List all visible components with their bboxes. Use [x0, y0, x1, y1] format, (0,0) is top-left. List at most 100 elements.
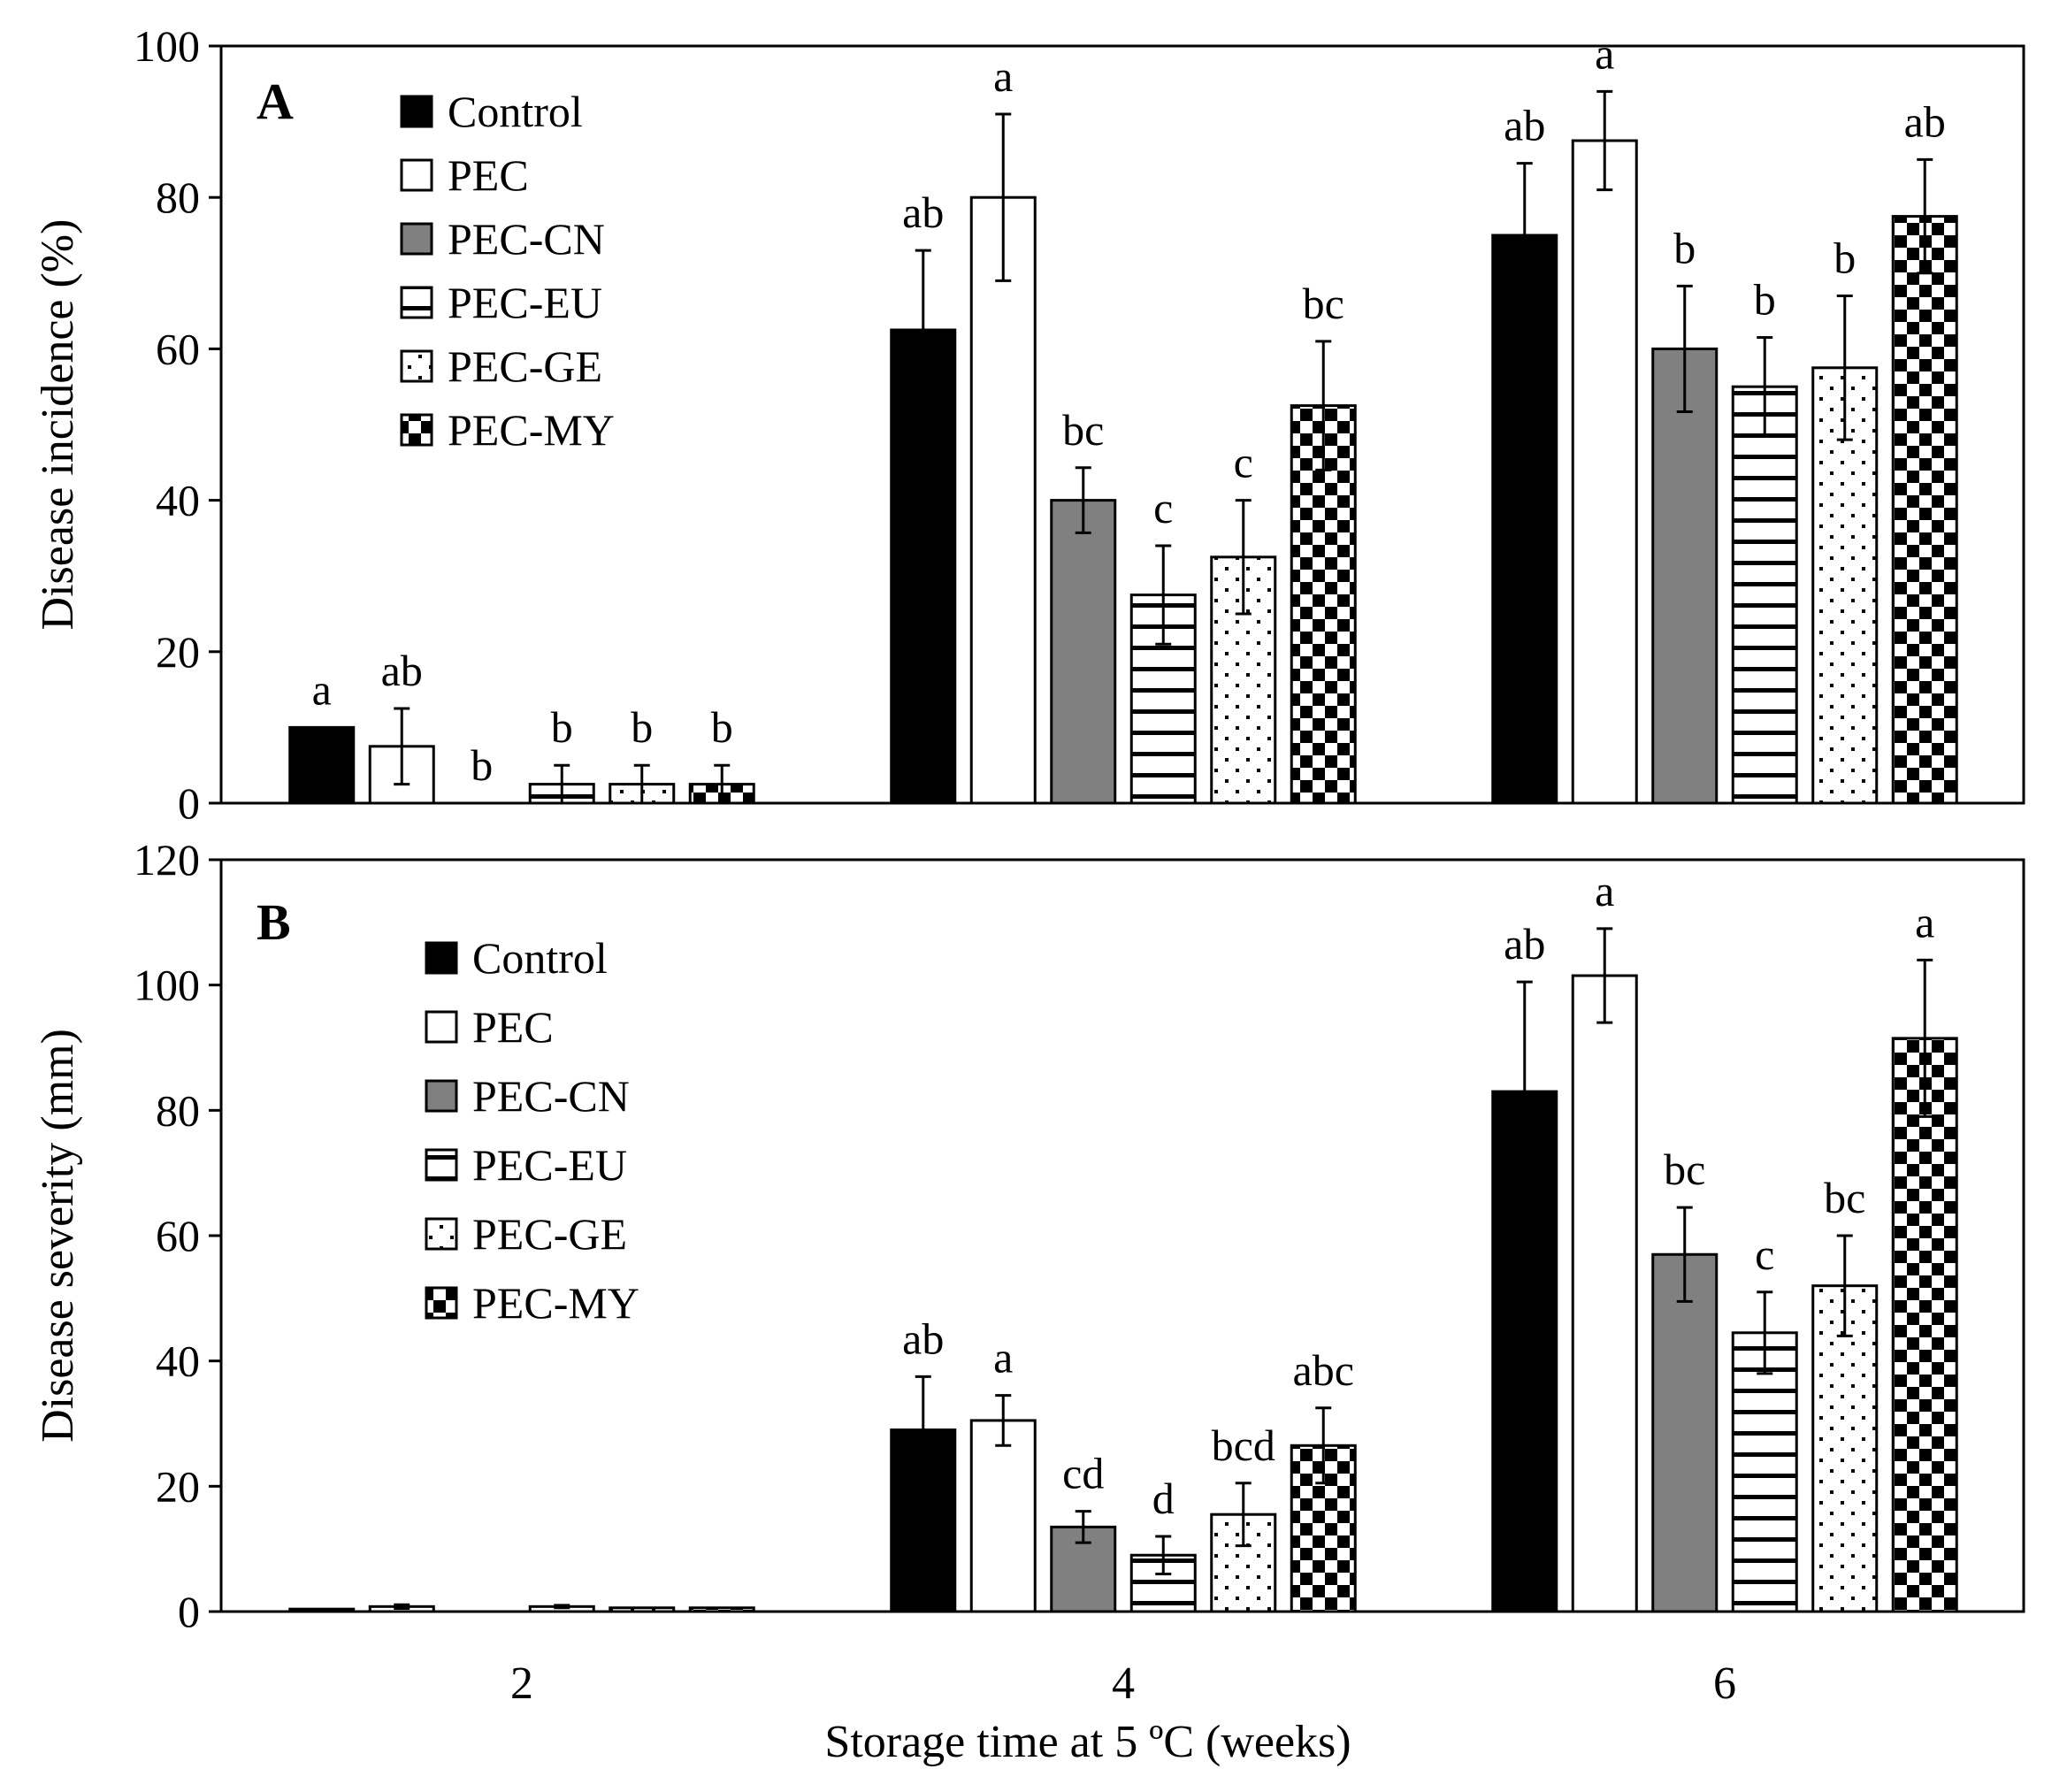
legend-label: PEC-GE — [448, 341, 602, 391]
panel-a-y-axis-label: Disease incidence (%) — [33, 219, 83, 631]
bar-pec-cn — [1651, 347, 1719, 805]
significance-letter: d — [1152, 1474, 1175, 1523]
legend-label: PEC-EU — [448, 278, 602, 327]
legend-label: PEC-GE — [472, 1209, 627, 1259]
y-tick-label: 0 — [178, 778, 200, 828]
x-tick-label: 2 — [510, 1658, 533, 1709]
significance-letter: a — [1595, 866, 1614, 915]
significance-letter: cd — [1062, 1449, 1104, 1498]
panel-a-plot-frame — [219, 44, 2025, 805]
y-tick-label: 0 — [178, 1587, 200, 1636]
significance-letter: c — [1153, 483, 1173, 532]
significance-letter: bc — [1062, 405, 1104, 455]
legend-label: PEC-CN — [472, 1071, 630, 1121]
significance-letter: a — [312, 664, 332, 714]
significance-letter: ab — [902, 1313, 944, 1363]
y-tick-label: 80 — [156, 1085, 200, 1135]
bar-pec — [969, 1419, 1037, 1613]
bar-pec — [1571, 139, 1638, 805]
y-tick-label: 60 — [156, 1211, 200, 1260]
legend-label: PEC-CN — [448, 214, 605, 264]
y-tick-label: 120 — [134, 835, 200, 885]
bar-pec-my — [1891, 1037, 1958, 1613]
significance-letter: b — [711, 702, 733, 752]
significance-letter: a — [993, 51, 1013, 101]
significance-letter: b — [1673, 223, 1696, 272]
legend-swatch-pec-my — [425, 1286, 458, 1320]
panel-b-legend: Control PEC PEC-CN PEC-EU PEC-GE PEC-MY — [425, 933, 639, 1328]
significance-letter: c — [1755, 1229, 1774, 1279]
legend-label: PEC-MY — [472, 1278, 639, 1328]
bar-pec — [969, 195, 1037, 805]
significance-letter: ab — [1504, 919, 1545, 969]
significance-letter: ab — [1904, 96, 1946, 146]
significance-letter: bc — [1303, 279, 1344, 328]
significance-letter: a — [993, 1333, 1013, 1382]
bar-control — [1491, 234, 1558, 805]
bar-pec-cn — [1651, 1252, 1719, 1613]
legend-swatch-pec-ge — [425, 1217, 458, 1251]
legend-label: PEC — [472, 1002, 554, 1052]
legend-swatch-pec-cn — [425, 1079, 458, 1113]
panel-b-y-axis-label: Disease severity (mm) — [33, 1029, 83, 1443]
x-tick-label: 6 — [1713, 1658, 1736, 1709]
significance-letter: a — [1915, 897, 1934, 946]
significance-letter: ab — [381, 646, 423, 695]
x-axis: 2 4 6 Storage time at 5 ºC (weeks) — [510, 1658, 1736, 1767]
significance-letter: ab — [902, 188, 944, 237]
legend-swatch-pec-eu — [425, 1148, 458, 1182]
panel-a-legend: Control PEC PEC-CN PEC-EU PEC-GE PEC-MY — [400, 87, 615, 455]
legend-swatch-pec-ge — [400, 349, 433, 383]
significance-letter: b — [551, 702, 573, 752]
significance-letter: bc — [1664, 1145, 1705, 1194]
bar-pec-ge — [609, 1606, 676, 1613]
legend-label: PEC-MY — [448, 405, 615, 455]
y-tick-label: 40 — [156, 1336, 200, 1386]
bar-pec-eu — [1731, 385, 1798, 805]
significance-letter: abc — [1293, 1345, 1354, 1395]
x-axis-label: Storage time at 5 ºC (weeks) — [824, 1717, 1351, 1767]
legend-swatch-control — [400, 95, 433, 128]
legend-swatch-pec — [425, 1010, 458, 1044]
significance-letter: a — [1595, 28, 1614, 78]
legend-swatch-pec — [400, 158, 433, 192]
bar-pec — [1571, 974, 1638, 1613]
legend-label: PEC — [448, 150, 529, 200]
y-tick-label: 20 — [156, 1461, 200, 1511]
legend-swatch-control — [425, 941, 458, 975]
bar-pec-cn — [1050, 499, 1117, 805]
bar-pec-my — [1290, 404, 1357, 805]
bar-pec-ge — [1811, 1284, 1879, 1613]
panel-b-y-ticks: 0 20 40 60 80 100 120 — [134, 835, 221, 1636]
bar-pec-eu — [1731, 1331, 1798, 1613]
y-tick-label: 40 — [156, 476, 200, 525]
legend-label: PEC-EU — [472, 1140, 627, 1190]
y-tick-label: 60 — [156, 324, 200, 373]
x-tick-label: 4 — [1112, 1658, 1135, 1709]
y-tick-label: 100 — [134, 21, 200, 71]
legend-swatch-pec-my — [400, 413, 433, 447]
y-tick-label: 20 — [156, 627, 200, 677]
significance-letter: ab — [1504, 101, 1545, 150]
significance-letter: b — [1754, 275, 1776, 325]
y-tick-label: 100 — [134, 961, 200, 1010]
bar-control — [288, 725, 356, 805]
y-tick-label: 80 — [156, 172, 200, 222]
bar-pec-my — [1891, 215, 1958, 805]
significance-letter: b — [471, 740, 493, 790]
legend-label: Control — [448, 87, 583, 136]
significance-letter: b — [631, 702, 653, 752]
panel-a-label: A — [256, 73, 294, 130]
panel-b-label: B — [256, 893, 291, 951]
bar-pec-my — [688, 1606, 755, 1613]
significance-letter: b — [1834, 233, 1856, 282]
legend-label: Control — [472, 933, 608, 983]
legend-swatch-pec-cn — [400, 222, 433, 256]
significance-letter: c — [1234, 438, 1253, 487]
legend-swatch-pec-eu — [400, 286, 433, 319]
